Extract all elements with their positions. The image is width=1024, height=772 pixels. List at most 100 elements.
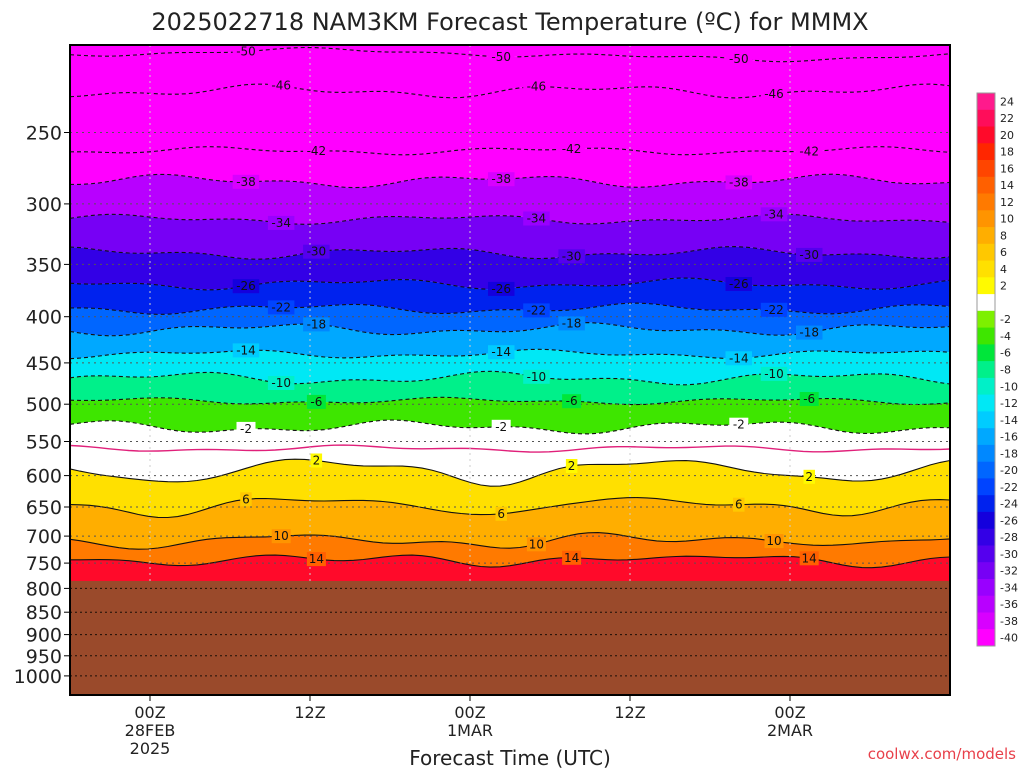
- isotherm-label-bg: [799, 551, 819, 566]
- isotherm-label: 10: [766, 534, 781, 548]
- colorbar-label: 2: [1000, 280, 1007, 293]
- isotherm-line: [70, 532, 950, 550]
- colorbar-label: -18: [1000, 447, 1018, 460]
- colorbar-swatch: [977, 579, 995, 597]
- colorbar-swatch: [977, 394, 995, 412]
- colorbar-swatch: [977, 344, 995, 362]
- isotherm-line: [70, 213, 950, 225]
- isotherm-label: -30: [799, 248, 819, 262]
- colorbar-label: 16: [1000, 162, 1014, 175]
- colorbar-label: -22: [1000, 481, 1018, 494]
- y-tick-label: 350: [26, 254, 62, 276]
- isotherm-label-bg: [523, 79, 550, 94]
- isotherm-label-bg: [488, 281, 515, 296]
- isotherm-label-bg: [488, 172, 515, 187]
- colorbar-swatch: [977, 310, 995, 329]
- colorbar-swatch: [977, 126, 995, 144]
- colorbar-swatch: [977, 109, 995, 128]
- plot-frame: [69, 44, 951, 696]
- colorbar-label: -14: [1000, 414, 1018, 427]
- isotherm-label-bg: [267, 215, 295, 230]
- isotherm-label-bg: [267, 376, 295, 390]
- isotherm-label: -18: [307, 317, 327, 331]
- colorbar-label: 14: [1000, 179, 1014, 192]
- isotherm-label-bg: [232, 279, 260, 294]
- isotherm-label: 10: [274, 529, 289, 543]
- isotherm-label: 14: [564, 551, 579, 565]
- isotherm-label-bg: [523, 211, 550, 226]
- colorbar-swatch: [977, 176, 995, 195]
- y-tick-label: 750: [26, 553, 62, 575]
- isotherm-label: 6: [242, 492, 250, 506]
- colorbar-swatch: [977, 277, 995, 295]
- isotherm-line: [70, 83, 950, 99]
- colorbar-label: -36: [1000, 598, 1018, 611]
- isotherm-label-bg: [303, 144, 330, 158]
- isotherm-label: -26: [491, 282, 511, 296]
- isotherm-label-bg: [232, 45, 260, 59]
- colorbar-label: -30: [1000, 548, 1018, 561]
- isotherm-label: 14: [802, 551, 817, 565]
- isotherm-label: 2: [805, 470, 813, 484]
- isotherm-label: -50: [236, 45, 256, 59]
- isotherm-label: -14: [729, 351, 749, 365]
- isotherm-label-bg: [565, 459, 578, 473]
- colorbar-swatch: [977, 629, 995, 647]
- isotherm-label: -38: [729, 175, 749, 189]
- isotherm-label-bg: [796, 247, 823, 262]
- colorbar-label: -24: [1000, 498, 1018, 511]
- isotherm-label: 6: [497, 507, 505, 521]
- isotherm-line: [70, 444, 950, 453]
- isotherm-label-bg: [306, 552, 326, 567]
- isotherm-label: -38: [491, 172, 511, 186]
- y-tick-label: 800: [26, 578, 62, 600]
- credit-text[interactable]: coolwx.com/models: [868, 745, 1016, 763]
- isotherm-label-bg: [488, 345, 515, 360]
- colorbar-swatch: [977, 444, 995, 463]
- y-tick-label: 850: [26, 602, 62, 624]
- x-tick-label: 00Z: [134, 703, 165, 722]
- temperature-band: [70, 349, 950, 385]
- isotherm-label: -46: [527, 80, 547, 94]
- x-tick-label: 12Z: [614, 703, 645, 722]
- isotherm-label-bg: [232, 174, 260, 189]
- isotherm-label: -18: [562, 316, 582, 330]
- y-tick-label: 600: [26, 466, 62, 488]
- isotherm-label-bg: [310, 453, 323, 468]
- y-tick-label: 500: [26, 394, 62, 416]
- chart-title: 2025022718 NAM3KM Forecast Temperature (…: [151, 8, 868, 36]
- colorbar-swatch: [977, 411, 995, 429]
- colorbar-label: 12: [1000, 196, 1014, 209]
- isotherm-label: -14: [491, 345, 511, 359]
- isotherm-label-bg: [725, 351, 752, 366]
- isotherm-label: -30: [307, 245, 327, 259]
- isotherm-label: -30: [562, 249, 582, 263]
- colorbar-label: 10: [1000, 213, 1014, 226]
- temperature-band: [70, 555, 950, 583]
- isotherm-label-bg: [306, 394, 326, 409]
- x-tick-label: 00Z: [454, 703, 485, 722]
- isotherm-label: -34: [764, 207, 784, 221]
- colorbar-label: 20: [1000, 129, 1014, 142]
- isotherm-label-bg: [523, 303, 550, 318]
- isotherm-label: -10: [271, 376, 291, 390]
- isotherm-label-bg: [562, 394, 582, 409]
- colorbar-swatch: [977, 562, 995, 580]
- isotherm-label-bg: [303, 317, 330, 332]
- isotherm-label-bg: [526, 537, 546, 552]
- isotherm-label-bg: [796, 144, 823, 159]
- colorbar-label: 6: [1000, 246, 1007, 259]
- y-tick-label: 250: [26, 123, 62, 145]
- isotherm-labels: -50 -50 -50 -46 -46 -46 -42 -42 -42 -38 -38 -38 -34 -…: [232, 45, 823, 567]
- isotherm-label: -26: [236, 279, 256, 293]
- isotherm-label-bg: [491, 419, 511, 434]
- y-tick-label: 550: [26, 432, 62, 454]
- isotherm-label: -34: [271, 216, 291, 230]
- colorbar-label: -8: [1000, 364, 1011, 377]
- colorbar-swatch: [977, 143, 995, 161]
- colorbar-swatch: [977, 461, 995, 479]
- isotherm-label-bg: [760, 366, 788, 381]
- colorbar-swatch: [977, 243, 995, 262]
- colorbar-label: -16: [1000, 431, 1018, 444]
